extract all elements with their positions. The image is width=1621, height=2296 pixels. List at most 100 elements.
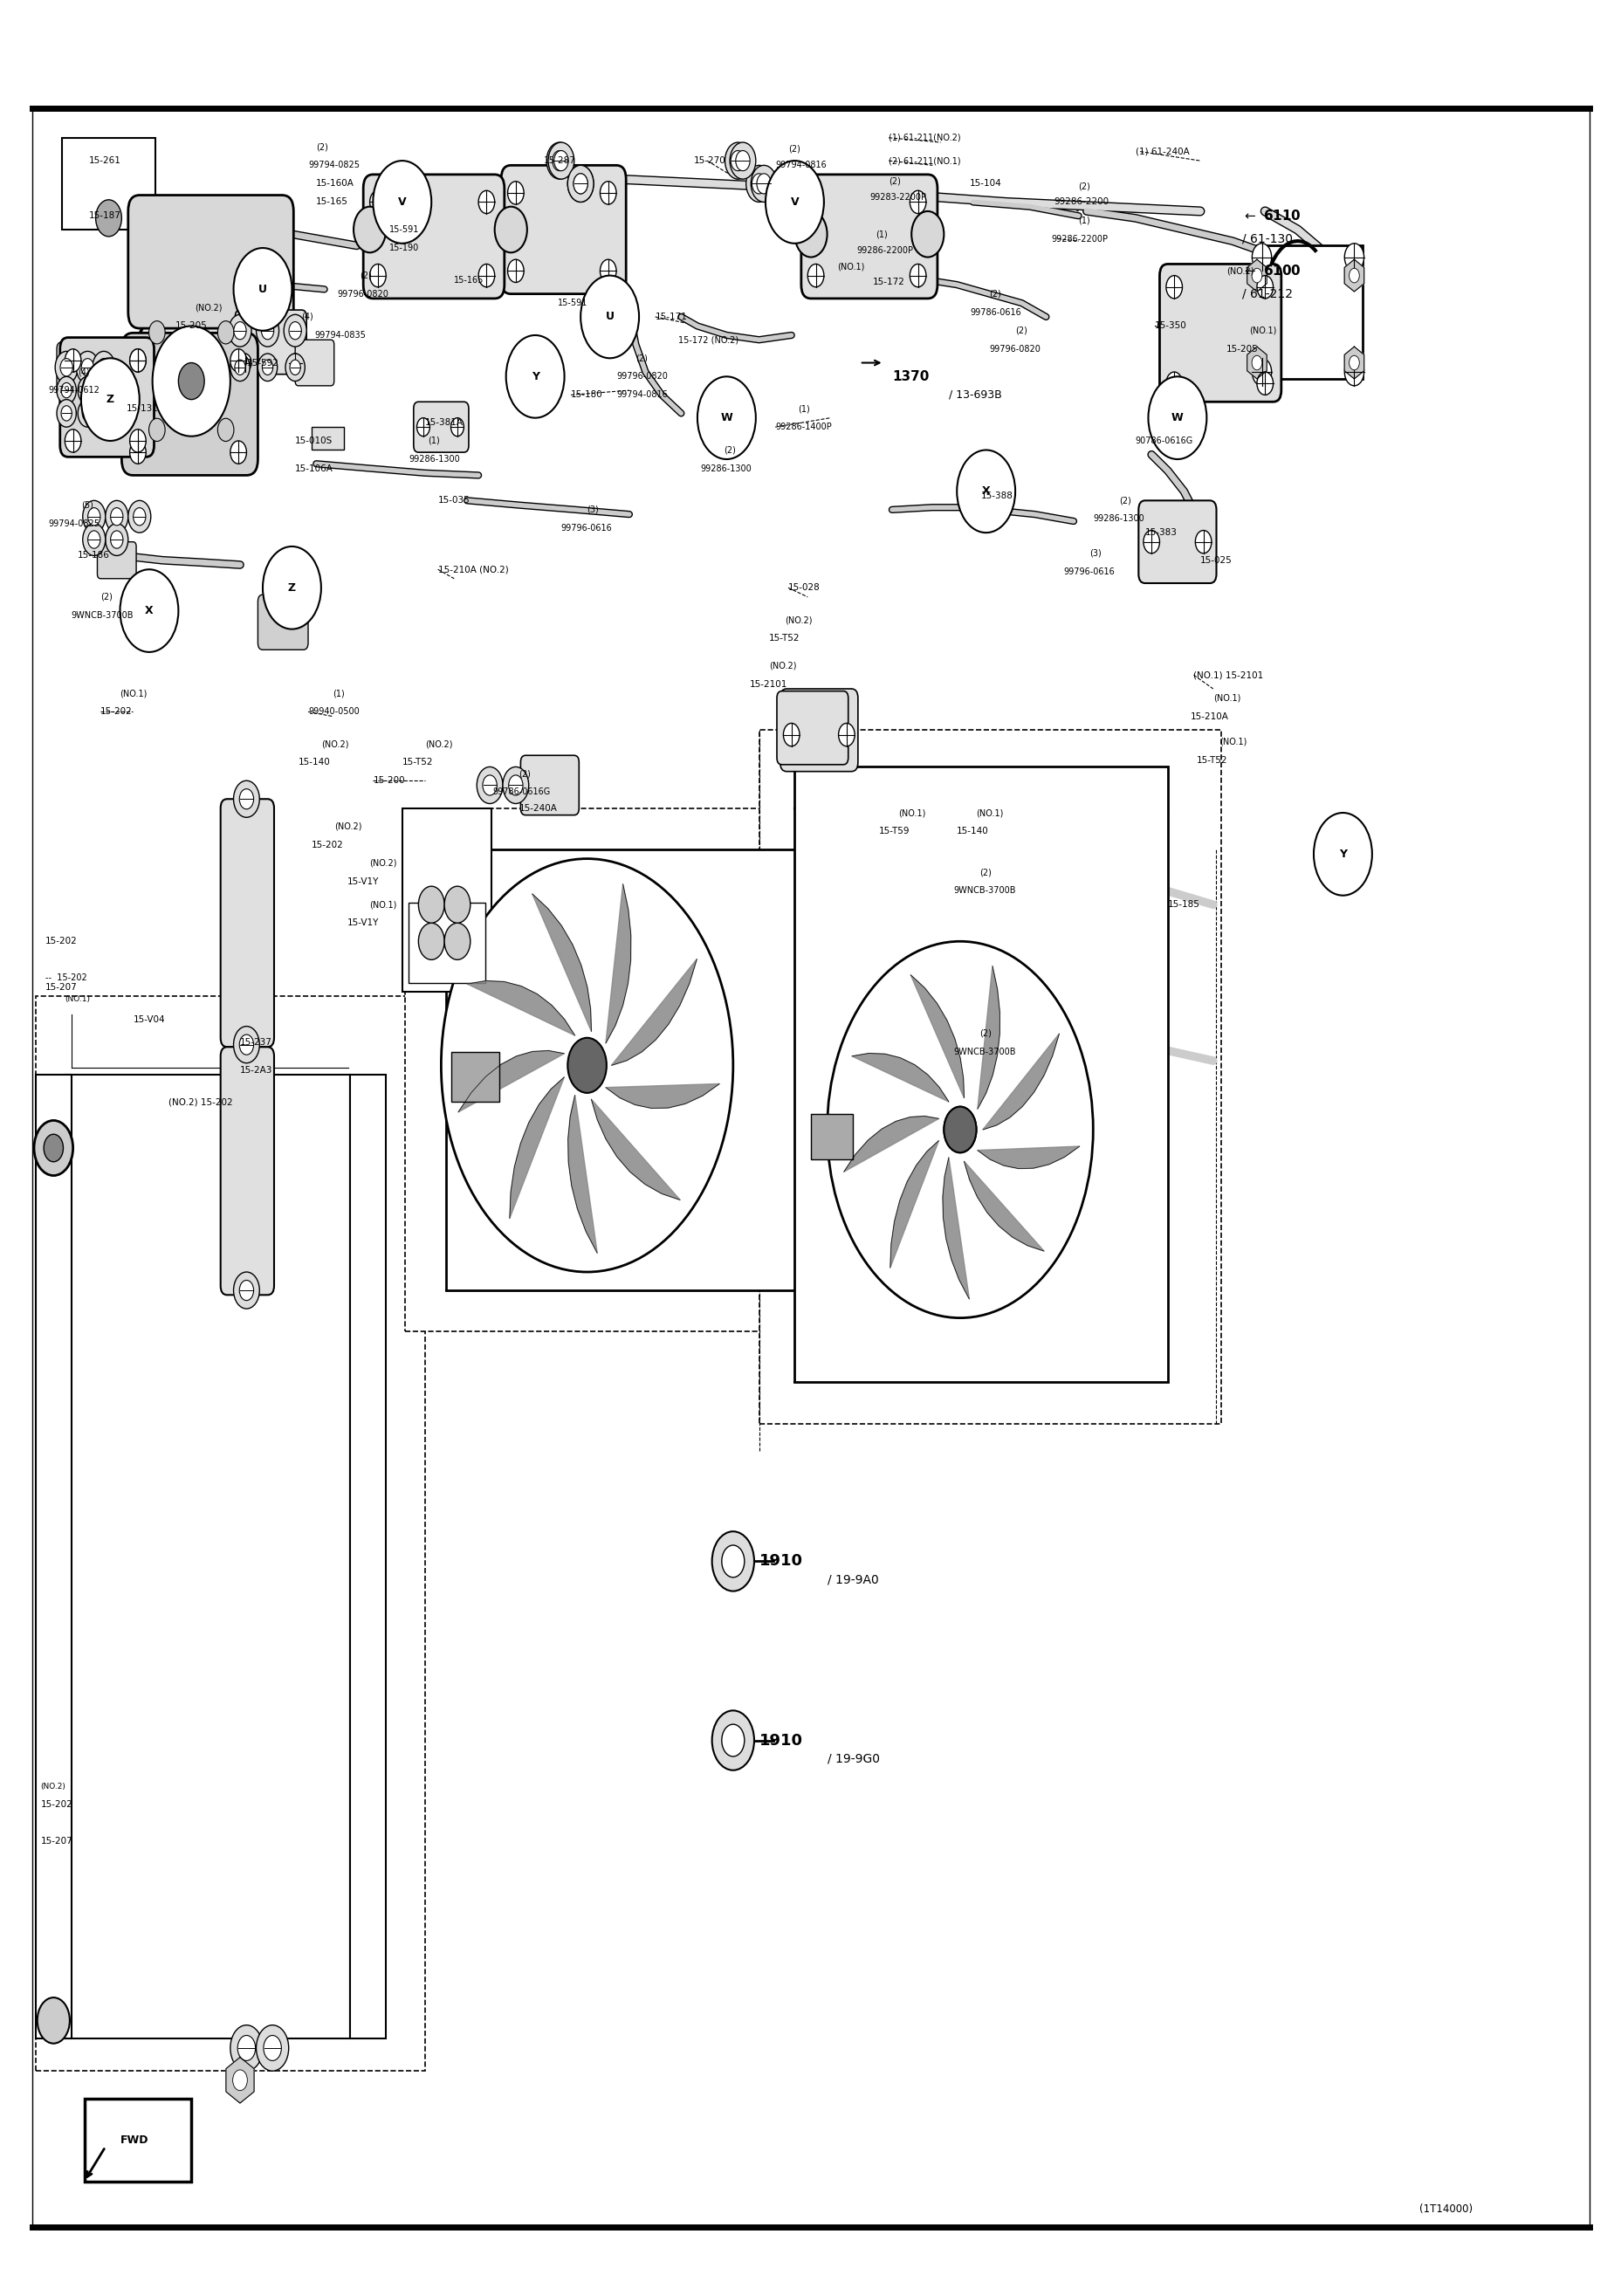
- Circle shape: [746, 165, 772, 202]
- Text: Y: Y: [1339, 850, 1345, 859]
- Text: (NO.1): (NO.1): [1213, 693, 1240, 703]
- Circle shape: [130, 429, 146, 452]
- Text: 15-V1Y: 15-V1Y: [347, 918, 379, 928]
- Circle shape: [152, 326, 230, 436]
- Circle shape: [233, 1026, 259, 1063]
- Circle shape: [567, 165, 593, 202]
- Text: 99794-0825: 99794-0825: [308, 161, 360, 170]
- Text: (4): (4): [302, 312, 313, 321]
- Circle shape: [444, 886, 470, 923]
- Circle shape: [240, 1035, 253, 1054]
- Text: 15-140: 15-140: [298, 758, 331, 767]
- Text: (1): (1): [332, 689, 344, 698]
- Circle shape: [451, 418, 464, 436]
- Text: V: V: [397, 197, 407, 207]
- FancyBboxPatch shape: [1138, 501, 1216, 583]
- Text: (2): (2): [888, 177, 900, 186]
- Circle shape: [580, 276, 639, 358]
- Circle shape: [1251, 269, 1261, 282]
- Bar: [451, 1052, 499, 1102]
- FancyBboxPatch shape: [413, 402, 468, 452]
- Circle shape: [263, 360, 272, 374]
- Circle shape: [105, 523, 128, 556]
- Circle shape: [507, 181, 524, 204]
- Circle shape: [697, 377, 755, 459]
- Text: (NO.1): (NO.1): [1219, 737, 1247, 746]
- Text: 90786-0616G: 90786-0616G: [1135, 436, 1193, 445]
- Text: 99786-0616G: 99786-0616G: [493, 788, 551, 797]
- Circle shape: [149, 321, 165, 344]
- Text: / 19-9A0: / 19-9A0: [827, 1573, 879, 1587]
- Text: (NO.2): (NO.2): [321, 739, 349, 748]
- Circle shape: [553, 152, 566, 170]
- Text: 15-261: 15-261: [89, 156, 122, 165]
- Polygon shape: [1344, 347, 1363, 379]
- Circle shape: [478, 264, 494, 287]
- FancyBboxPatch shape: [220, 799, 274, 1047]
- Text: 15-140: 15-140: [956, 827, 989, 836]
- Circle shape: [731, 152, 744, 170]
- Text: 99794-0835: 99794-0835: [314, 331, 366, 340]
- Text: / 61-130: / 61-130: [1242, 232, 1292, 246]
- Text: (NO.2): (NO.2): [41, 1782, 66, 1791]
- Polygon shape: [1344, 259, 1363, 292]
- Circle shape: [1349, 356, 1358, 370]
- Text: 15-210A: 15-210A: [1190, 712, 1229, 721]
- Text: 15-028: 15-028: [788, 583, 820, 592]
- Text: 15-287: 15-287: [543, 156, 575, 165]
- Text: (2): (2): [723, 445, 734, 455]
- Text: (2): (2): [635, 354, 647, 363]
- Circle shape: [506, 335, 564, 418]
- Circle shape: [237, 2037, 256, 2062]
- Text: 99286-1400P: 99286-1400P: [775, 422, 832, 432]
- Circle shape: [230, 349, 246, 372]
- FancyBboxPatch shape: [122, 333, 258, 475]
- Circle shape: [370, 191, 386, 214]
- Text: 15-237: 15-237: [240, 1038, 272, 1047]
- Circle shape: [230, 441, 246, 464]
- Text: 15-035: 15-035: [438, 496, 470, 505]
- Text: 15-207: 15-207: [45, 983, 78, 992]
- Polygon shape: [467, 980, 574, 1035]
- Bar: [311, 427, 344, 450]
- Polygon shape: [851, 1054, 948, 1102]
- Bar: [446, 850, 802, 1290]
- Circle shape: [233, 321, 246, 340]
- Circle shape: [441, 859, 733, 1272]
- Text: (2): (2): [979, 1029, 990, 1038]
- Text: (NO.1) 15-2101: (NO.1) 15-2101: [1193, 670, 1263, 680]
- Circle shape: [83, 383, 92, 397]
- Text: 15-T52: 15-T52: [1196, 755, 1227, 765]
- FancyBboxPatch shape: [295, 340, 334, 386]
- Circle shape: [943, 1107, 976, 1153]
- Circle shape: [97, 358, 110, 377]
- Circle shape: [235, 360, 245, 374]
- Polygon shape: [977, 967, 999, 1109]
- Text: 99283-2200P: 99283-2200P: [869, 193, 926, 202]
- Circle shape: [554, 152, 567, 170]
- Text: (3): (3): [587, 505, 598, 514]
- Bar: [810, 1114, 853, 1159]
- Circle shape: [721, 1724, 744, 1756]
- FancyBboxPatch shape: [801, 174, 937, 298]
- Circle shape: [503, 767, 528, 804]
- Text: 15-T52: 15-T52: [402, 758, 433, 767]
- Circle shape: [1344, 243, 1363, 271]
- Text: 15-383: 15-383: [1144, 528, 1177, 537]
- Circle shape: [1349, 269, 1358, 282]
- Text: / 61-212: / 61-212: [1242, 287, 1292, 301]
- Circle shape: [1256, 276, 1272, 298]
- Text: 15-V1Y: 15-V1Y: [347, 877, 379, 886]
- FancyBboxPatch shape: [501, 165, 626, 294]
- Bar: [62, 138, 156, 230]
- Text: 99286-1300: 99286-1300: [700, 464, 752, 473]
- Circle shape: [956, 450, 1015, 533]
- Text: (5): (5): [81, 501, 92, 510]
- Text: (3): (3): [1089, 549, 1101, 558]
- Bar: [405, 808, 851, 1332]
- Text: 15-106A: 15-106A: [295, 464, 334, 473]
- Text: 15-381A: 15-381A: [425, 418, 464, 427]
- Circle shape: [83, 523, 105, 556]
- Circle shape: [911, 211, 943, 257]
- Text: 9WNCB-3700B: 9WNCB-3700B: [953, 886, 1015, 895]
